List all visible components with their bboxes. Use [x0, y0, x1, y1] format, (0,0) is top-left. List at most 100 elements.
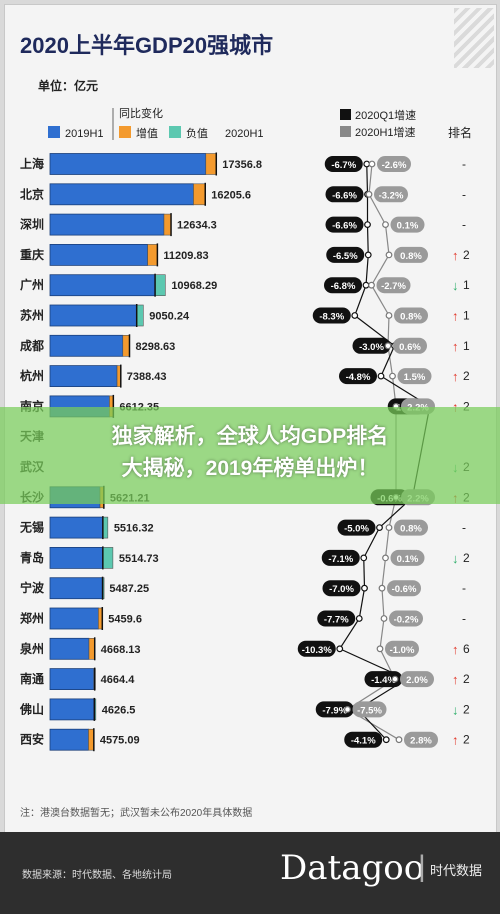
h1-growth-pill: [352, 701, 387, 718]
bar-value-label: 5514.73: [119, 553, 159, 565]
h1-growth-dot: [385, 251, 393, 259]
q1-growth-dot: [376, 524, 383, 531]
rank-change-label: -: [462, 612, 466, 626]
rank-change-label: 2: [463, 672, 470, 686]
h1-growth-pill: [400, 671, 434, 688]
h1-growth-dot: [385, 524, 393, 531]
q1-growth-dot: [364, 251, 372, 259]
q1-growth-label: -4.8%: [346, 372, 371, 383]
q1-growth-pill: [344, 731, 383, 748]
h1-growth-label: -1.0%: [390, 645, 415, 656]
rank-change-label: 2: [463, 733, 470, 747]
city-label: 西安: [20, 732, 44, 747]
legend-label-rank: 排名: [448, 125, 472, 140]
h1-growth-dot: [395, 736, 403, 744]
rank-down-arrow: ↓: [452, 702, 459, 717]
legend-swatch-increase: [119, 126, 131, 138]
city-label: 上海: [20, 156, 44, 171]
city-label: 无锡: [19, 520, 44, 535]
h1-growth-dot: [391, 675, 399, 683]
q1-growth-dot: [355, 615, 363, 622]
rank-change-label: 2: [463, 248, 470, 262]
city-label: 郑州: [20, 611, 44, 626]
brand-separator: |: [418, 850, 426, 883]
banner-line-1: 独家解析，全球人均GDP排名: [111, 425, 389, 448]
q1-growth-dot: [364, 221, 371, 229]
q1-growth-label: -3.0%: [359, 342, 384, 353]
h1-growth-pill: [394, 246, 428, 263]
h1-growth-pill: [387, 580, 421, 597]
bar-value-label: 10968.29: [171, 280, 217, 292]
rank-up-arrow: ↑: [452, 339, 459, 354]
city-label: 苏州: [20, 308, 44, 323]
legend-label-h1: 2020H1增速: [355, 125, 416, 139]
bar-value-label: 5487.25: [109, 583, 149, 595]
bar-value-label: 5459.6: [108, 614, 142, 626]
q1-growth-pill: [297, 640, 336, 657]
h1-growth-dot: [365, 190, 373, 198]
rank-change-label: 2: [463, 399, 470, 413]
h1-growth-dot: [384, 342, 392, 350]
bar-increase-segment: [163, 213, 172, 236]
bar-2020h1-base: [49, 274, 156, 297]
h1-growth-label: 2.8%: [410, 736, 432, 747]
q1-growth-label: -7.1%: [328, 554, 353, 565]
q1-growth-pill: [315, 701, 354, 718]
bar-decrease-segment: [136, 304, 144, 327]
city-label: 北京: [20, 186, 44, 201]
q1-growth-label: -7.7%: [324, 615, 349, 626]
bar-increase-segment: [88, 728, 95, 751]
h1-growth-label: 2.0%: [406, 675, 428, 686]
rank-up-arrow: ↑: [452, 642, 459, 657]
h1-growth-dot: [389, 372, 396, 380]
h1-growth-label: -3.2%: [379, 190, 404, 201]
footnote: 注：港澳台数据暂无；武汉暂未公布2020年具体数据: [20, 808, 253, 819]
q1-growth-pill: [324, 277, 362, 294]
q1-growth-dot: [351, 312, 359, 319]
q1-growth-label: -6.7%: [331, 160, 356, 171]
city-label: 宁波: [20, 580, 45, 595]
footer-bar: 数据来源：时代数据、各地统计局 Datagoo | 时代数据: [0, 832, 500, 914]
legend-swatch-decrease: [169, 126, 181, 138]
h1-growth-label: 0.8%: [400, 524, 422, 535]
h1-growth-pill: [385, 640, 419, 657]
bar-value-label: 4626.5: [102, 704, 136, 716]
h1-growth-dot: [376, 645, 384, 653]
legend-label-current: 2020H1: [225, 128, 264, 140]
banner-headline[interactable]: 独家解析，全球人均GDP排名 大揭秘，2019年榜单出炉！: [0, 421, 500, 485]
bar-increase-segment: [193, 183, 206, 206]
legend-label-base: 2019H1: [65, 128, 104, 140]
bar-value-label: 11209.83: [163, 250, 208, 262]
legend-label-decrease: 负值: [186, 126, 208, 140]
h1-growth-pill: [394, 307, 428, 324]
h1-growth-pill: [404, 731, 438, 748]
rank-change-label: 1: [463, 278, 470, 292]
rank-change-label: 2: [463, 551, 470, 565]
h1-growth-pill: [376, 277, 411, 294]
rank-down-arrow: ↓: [452, 278, 459, 293]
h1-growth-dot: [368, 281, 375, 289]
q1-growth-label: -6.5%: [333, 251, 358, 262]
h1-growth-label: 0.8%: [400, 251, 422, 262]
bar-2020h1-base: [49, 516, 104, 539]
rank-change-label: 1: [463, 339, 470, 353]
legend-label-q1: 2020Q1增速: [355, 108, 416, 122]
q1-growth-label: -4.1%: [351, 736, 376, 747]
rank-up-arrow: ↑: [452, 672, 459, 687]
rank-up-arrow: ↑: [452, 399, 459, 414]
bar-increase-segment: [88, 637, 96, 660]
q1-growth-pill: [364, 671, 403, 688]
legend-group-title: 同比变化: [119, 106, 163, 120]
bar-increase-segment: [147, 244, 158, 266]
bar-value-label: 5516.32: [114, 523, 154, 535]
promo-banner[interactable]: 独家解析，全球人均GDP排名 大揭秘，2019年榜单出炉！: [0, 407, 500, 504]
chart-title: 2020上半年GDP20强城市: [20, 33, 274, 58]
q1-growth-pill: [326, 246, 365, 263]
h1-growth-label: -0.6%: [392, 584, 417, 595]
h1-growth-label: 1.5%: [404, 372, 426, 383]
bar-2020h1-base: [49, 547, 104, 569]
h1-growth-pill: [393, 337, 427, 354]
bar-2020h1-base: [49, 183, 194, 206]
city-label: 南通: [20, 671, 44, 686]
stripe-decoration: [454, 8, 494, 68]
